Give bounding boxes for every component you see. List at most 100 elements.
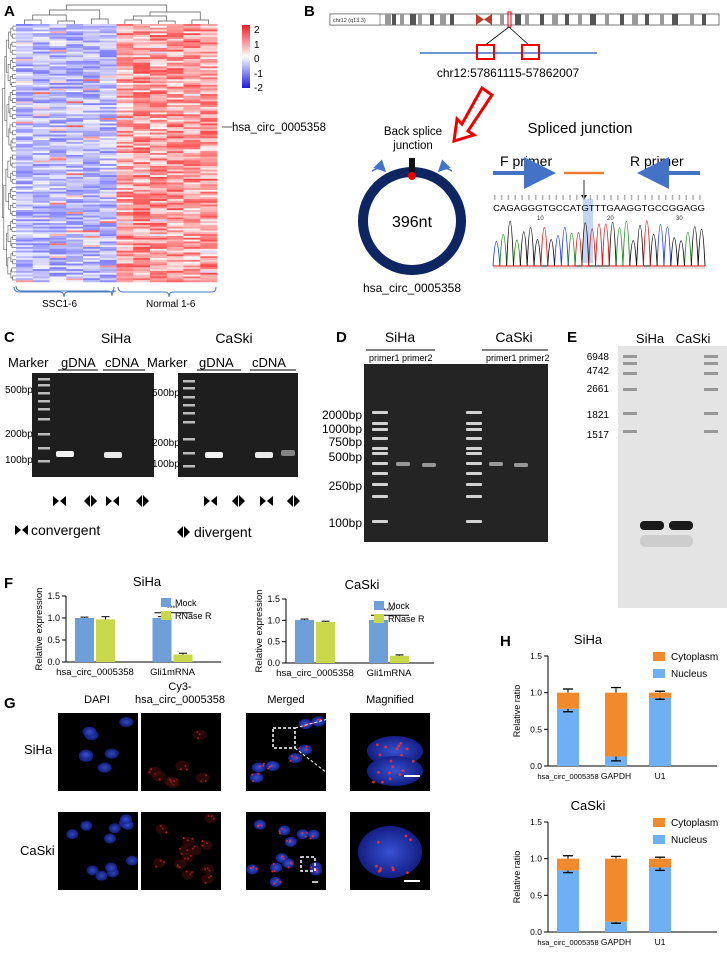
heatmap-cell <box>66 270 84 274</box>
heatmap-cell <box>83 246 101 250</box>
heatmap-cell <box>133 108 151 111</box>
heatmap-cell <box>32 237 50 240</box>
genomic-coordinates: chr12:57861115-57862007 <box>437 66 580 80</box>
heatmap-cell <box>66 75 84 78</box>
heatmap-cell <box>166 112 184 115</box>
heatmap-cell <box>99 136 117 139</box>
heatmap-cell <box>99 129 117 132</box>
ideogram-band <box>440 14 446 25</box>
heatmap-cell <box>166 245 184 248</box>
heatmap-cell <box>166 71 184 75</box>
heatmap-cell <box>183 71 201 75</box>
heatmap-cell <box>166 191 184 194</box>
heatmap-cell <box>183 188 201 191</box>
cytoplasm-signal <box>181 852 194 863</box>
heatmap-cell <box>133 162 151 165</box>
legend-swatch <box>374 614 384 623</box>
heatmap-cell <box>66 215 84 218</box>
heatmap-cell <box>200 94 218 97</box>
ladder-band <box>466 437 482 440</box>
heatmap-cell <box>99 53 117 56</box>
northern-band <box>640 521 664 530</box>
colorbar-tick: -1 <box>254 69 263 80</box>
heatmap-cell <box>99 130 117 134</box>
heatmap-cell <box>16 217 34 220</box>
heatmap-cell <box>116 239 134 242</box>
heatmap-cell <box>49 245 67 248</box>
heatmap-cell <box>116 105 134 108</box>
ladder-band <box>623 355 637 358</box>
heatmap-cell <box>116 158 134 161</box>
gel-c-ladder-label: 200bp <box>5 429 33 440</box>
seq-tick: 10 <box>537 216 544 222</box>
heatmap-cell <box>32 97 50 100</box>
heatmap-cell <box>183 112 201 115</box>
dendrogram-branch <box>49 9 101 19</box>
heatmap-cell <box>150 35 168 38</box>
heatmap-cell <box>99 125 117 128</box>
northern-ladder-label: 4742 <box>587 366 610 377</box>
heatmap-cell <box>32 84 50 87</box>
heatmap-cell <box>133 125 151 128</box>
heatmap-cell <box>49 256 67 259</box>
heatmap-cell <box>200 258 218 261</box>
heatmap-cell <box>32 29 50 32</box>
heatmap-cell <box>16 176 34 180</box>
heatmap-cell <box>83 272 101 275</box>
chromatogram-trace <box>493 220 705 267</box>
heatmap-cell <box>183 248 201 251</box>
heatmap-cell <box>99 57 117 60</box>
heatmap-cell <box>49 138 67 141</box>
heatmap-cell <box>32 254 50 257</box>
heatmap-cell <box>116 57 134 60</box>
heatmap-cell <box>16 259 34 263</box>
heatmap-cell <box>16 68 34 71</box>
gel-c-cdna-label: cDNA <box>252 355 286 370</box>
panel-letter-f: F <box>4 575 13 592</box>
heatmap-cell <box>99 234 117 237</box>
heatmap-cell <box>49 156 67 159</box>
heatmap-cell <box>150 134 168 137</box>
heatmap-cell <box>200 35 218 38</box>
circrna-structure-panel: chr12 (q13.3) chr12:57861115-57862007 Ba… <box>329 11 720 295</box>
x-tick-label: U1 <box>655 771 666 781</box>
heatmap-cell <box>183 140 201 143</box>
heatmap-cell <box>133 230 151 233</box>
gel-band <box>514 463 528 467</box>
heatmap-cell <box>16 224 34 228</box>
heatmap-cell <box>116 27 134 30</box>
northern-ladder-label: 1517 <box>587 430 610 441</box>
heatmap-cell <box>150 44 168 47</box>
heatmap-cell <box>166 164 184 167</box>
heatmap-cell <box>166 84 184 87</box>
heatmap-cell <box>66 267 84 270</box>
heatmap-cell <box>133 254 151 257</box>
heatmap-cell <box>99 204 117 207</box>
heatmap-cell <box>200 272 218 275</box>
convergent-glyph <box>260 496 273 506</box>
x-tick-label: hsa_circ_0005358 <box>537 938 598 947</box>
heatmap-cell <box>49 130 67 134</box>
heatmap-cell <box>49 208 67 211</box>
heatmap-cell <box>200 175 218 178</box>
heatmap-cell <box>49 75 67 78</box>
heatmap-cell <box>99 40 117 43</box>
heatmap-cell <box>183 270 201 274</box>
heatmap-cell <box>133 35 151 38</box>
heatmap-cell <box>66 219 84 222</box>
heatmap-cell <box>166 60 184 63</box>
dendrogram-branch <box>11 114 16 120</box>
northern-ladder-label: 1821 <box>587 410 610 421</box>
heatmap-top-dendrogram <box>24 4 209 24</box>
heatmap-cell <box>83 235 101 239</box>
primer-orientation-glyphs <box>15 495 300 538</box>
heatmap-cell <box>150 141 168 145</box>
heatmap-cell <box>66 237 84 240</box>
heatmap-cell <box>32 138 50 141</box>
heatmap-cell <box>99 121 117 124</box>
heatmap-colorbar <box>242 25 250 88</box>
heatmap-cell <box>116 211 134 215</box>
dendrogram-branch <box>91 18 109 24</box>
heatmap-cell <box>183 38 201 41</box>
nucleus <box>251 762 266 773</box>
